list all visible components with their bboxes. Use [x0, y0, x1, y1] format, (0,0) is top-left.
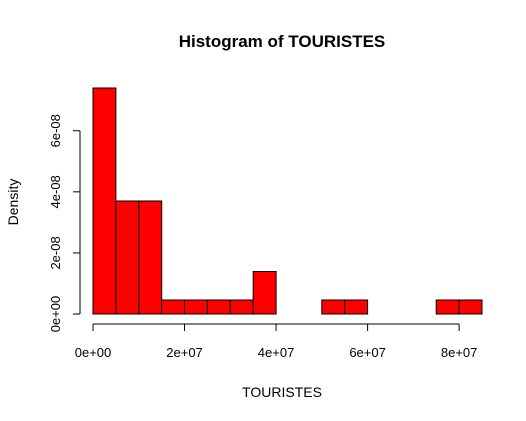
chart-title: Histogram of TOURISTES — [179, 32, 386, 51]
y-tick-label: 6e-08 — [48, 114, 63, 147]
histogram-bar — [344, 299, 369, 315]
histogram-bar — [229, 299, 254, 315]
x-tick-label: 4e+07 — [258, 345, 295, 360]
y-tick-label: 4e-08 — [48, 175, 63, 208]
bars-group — [92, 87, 483, 315]
y-axis: 0e+00 2e-08 4e-08 6e-08 — [48, 114, 81, 333]
x-axis-label: TOURISTES — [242, 384, 322, 400]
histogram-bar — [458, 299, 483, 315]
histogram-bar — [115, 200, 140, 315]
histogram-bar — [138, 200, 163, 315]
histogram-bar — [161, 299, 186, 315]
histogram-bar — [92, 87, 117, 315]
x-tick-label: 8e+07 — [441, 345, 478, 360]
histogram-bar — [206, 299, 231, 315]
x-tick-label: 0e+00 — [75, 345, 112, 360]
x-tick-label: 2e+07 — [166, 345, 203, 360]
y-tick-label: 0e+00 — [48, 296, 63, 333]
histogram-bar — [321, 299, 346, 315]
x-axis: 0e+00 2e+07 4e+07 6e+07 8e+07 — [75, 323, 478, 360]
histogram-bar — [184, 299, 208, 315]
histogram-bar — [435, 299, 460, 315]
y-tick-label: 2e-08 — [48, 236, 63, 269]
y-axis-label: Density — [5, 179, 21, 226]
histogram-bar — [252, 271, 277, 315]
x-tick-label: 6e+07 — [349, 345, 386, 360]
